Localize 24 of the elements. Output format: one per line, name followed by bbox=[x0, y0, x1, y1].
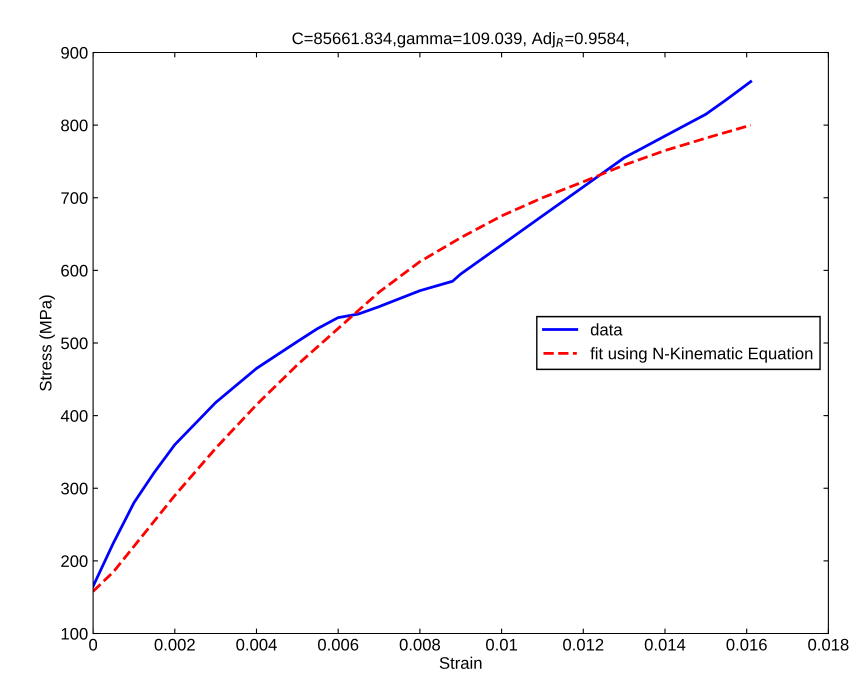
y-tick-label: 200 bbox=[61, 555, 88, 568]
x-tick-label: 0.01 bbox=[486, 638, 517, 651]
legend-label: fit using N-Kinematic Equation bbox=[590, 347, 812, 363]
x-tick-label: 0.014 bbox=[644, 638, 686, 651]
y-tick-label: 400 bbox=[60, 410, 88, 422]
y-tick-label: 600 bbox=[61, 264, 88, 277]
y-tick-label: 500 bbox=[61, 337, 88, 350]
y-tick-label: 800 bbox=[61, 120, 88, 132]
x-tick-label: 0 bbox=[89, 638, 98, 651]
y-tick-label: 700 bbox=[61, 192, 88, 204]
x-tick-label: 0.008 bbox=[400, 638, 440, 651]
x-tick-label: 0.004 bbox=[236, 638, 277, 651]
x-axis-title: Strain bbox=[440, 656, 482, 669]
x-tick-label: 0.002 bbox=[154, 638, 195, 651]
x-tick-label: 0.006 bbox=[318, 638, 358, 651]
y-tick-label: 100 bbox=[62, 628, 88, 640]
x-tick-label: 0.016 bbox=[726, 638, 767, 651]
y-tick-label: 900 bbox=[61, 46, 88, 59]
x-tick-label: 0.018 bbox=[808, 638, 849, 651]
x-tick-label: 0.012 bbox=[563, 638, 604, 651]
y-axis-title: Stress (MPa) bbox=[39, 295, 55, 391]
legend-label: data bbox=[590, 323, 623, 336]
chart-title: C=85661.834,gamma=109.039, Adj$_{R}$=0.9584, bbox=[292, 32, 628, 48]
y-tick-label: 300 bbox=[61, 482, 88, 494]
